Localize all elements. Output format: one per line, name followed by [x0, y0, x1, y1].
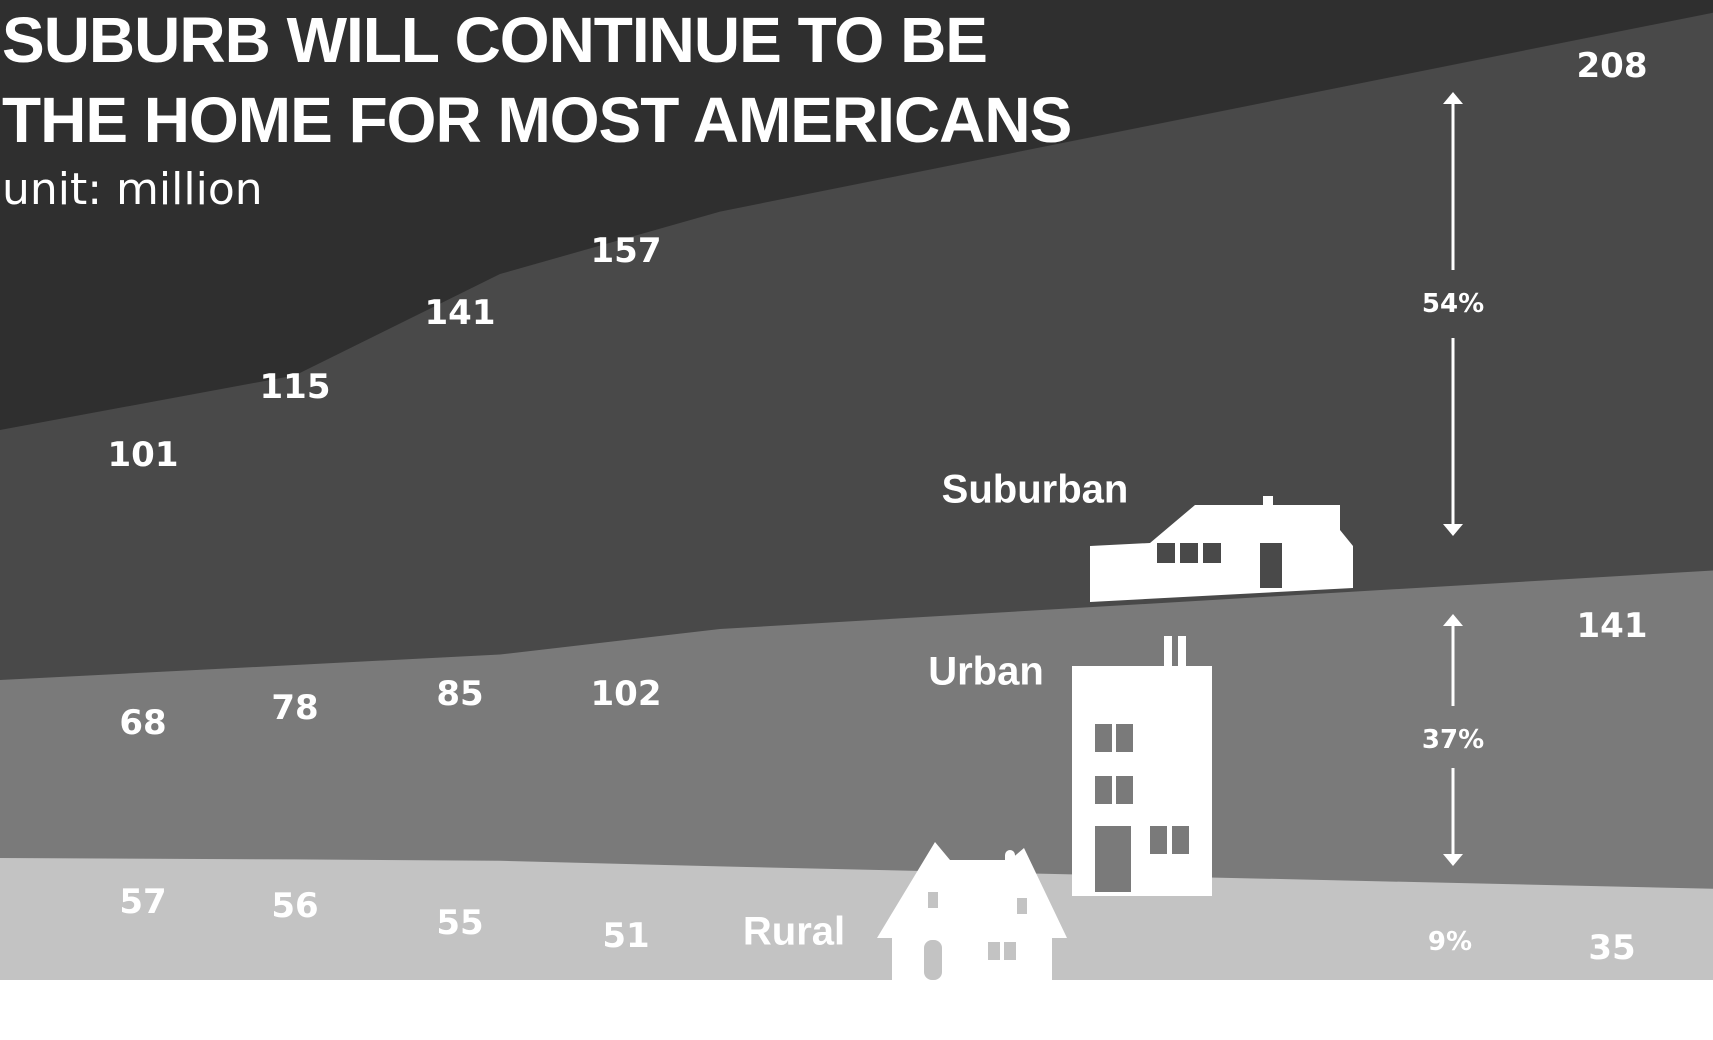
- value-label-rural-0: 57: [119, 882, 167, 922]
- urban-share-arrowhead-down: [1443, 854, 1463, 866]
- suburban-share-arrowhead-down: [1443, 524, 1463, 536]
- chart-subtitle: unit: million: [2, 164, 263, 215]
- value-label-rural-3: 51: [602, 916, 650, 956]
- rural-house-icon: [877, 842, 1067, 980]
- share-label-suburban: 54%: [1421, 289, 1485, 319]
- value-label-rural-2: 55: [436, 903, 484, 943]
- value-label-suburban-2: 141: [424, 293, 496, 333]
- series-label-rural: Rural: [742, 909, 846, 954]
- value-label-urban-3: 102: [590, 674, 662, 714]
- value-label-suburban-4: 208: [1576, 46, 1648, 86]
- chart-title: SUBURB WILL CONTINUE TO BE THE HOME FOR …: [2, 4, 1072, 156]
- series-label-urban: Urban: [928, 649, 1044, 694]
- suburban-share-arrowhead-up: [1443, 92, 1463, 104]
- area-rural: [0, 858, 1713, 980]
- value-label-rural-4: 35: [1588, 928, 1636, 968]
- series-label-suburban: Suburban: [941, 467, 1129, 512]
- urban-building-icon: [1072, 636, 1212, 896]
- suburban-house-icon: [1090, 496, 1353, 602]
- value-label-suburban-1: 115: [259, 367, 331, 407]
- title-block: SUBURB WILL CONTINUE TO BE THE HOME FOR …: [2, 0, 1122, 222]
- share-label-rural: 9%: [1427, 927, 1473, 957]
- value-label-urban-1: 78: [271, 688, 319, 728]
- value-label-urban-4: 141: [1576, 606, 1648, 646]
- value-label-urban-0: 68: [119, 703, 167, 743]
- share-label-urban: 37%: [1421, 725, 1485, 755]
- value-label-suburban-3: 157: [590, 231, 662, 271]
- value-label-urban-2: 85: [436, 674, 484, 714]
- urban-share-arrowhead-up: [1443, 614, 1463, 626]
- value-label-rural-1: 56: [271, 886, 319, 926]
- page-bottom-strip: [0, 980, 1713, 1040]
- share-arrows: [1443, 92, 1463, 866]
- value-label-suburban-0: 101: [107, 435, 179, 475]
